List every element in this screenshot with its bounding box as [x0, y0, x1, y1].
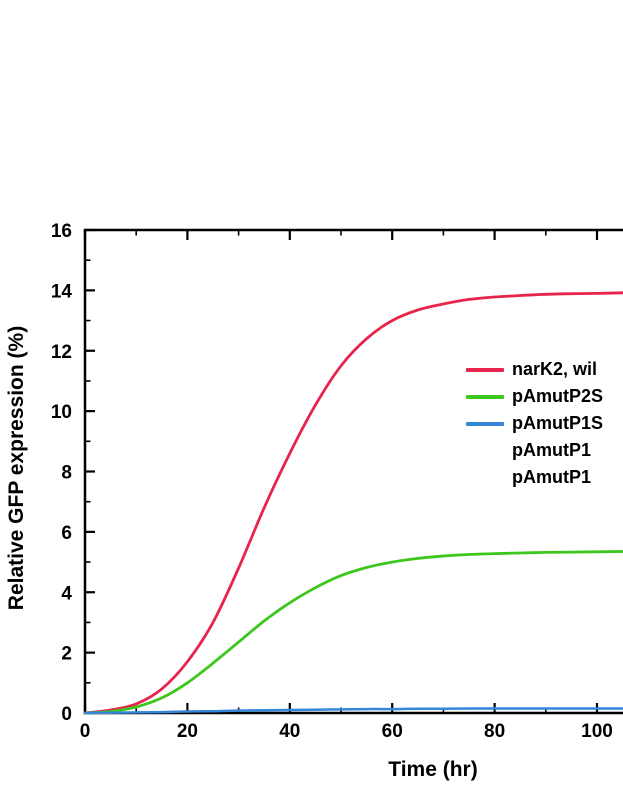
- legend-entry: pAmutP1: [466, 464, 623, 491]
- legend-swatch-empty: [466, 476, 504, 480]
- y-tick-label: 12: [51, 342, 72, 363]
- legend-label: pAmutP1: [512, 440, 592, 460]
- legend-label: pAmutP1S: [512, 413, 604, 433]
- y-axis-label: Relative GFP expression (%): [5, 325, 28, 611]
- legend-entry: pAmutP1: [466, 437, 623, 464]
- x-tick-label: 80: [484, 721, 505, 742]
- legend-swatch: [466, 367, 504, 372]
- legend-label: narK2, wil: [512, 359, 598, 379]
- legend-label: pAmutP2S: [512, 386, 604, 406]
- y-tick-label: 16: [51, 221, 72, 242]
- y-tick-label: 2: [61, 644, 72, 665]
- y-tick-label: 6: [61, 523, 72, 544]
- legend: narK2, wil pAmutP2S pAmutP1S pAmutP1 pAmutP1: [466, 356, 623, 491]
- x-tick-label: 100: [581, 721, 613, 742]
- series-line-1: [83, 550, 623, 715]
- y-tick-label: 8: [61, 463, 72, 484]
- y-tick-label: 14: [51, 281, 73, 302]
- legend-swatch: [466, 421, 504, 426]
- legend-entry: narK2, wil: [466, 356, 623, 383]
- x-tick-label: 60: [382, 721, 403, 742]
- y-tick-label: 4: [61, 583, 72, 604]
- series-line-0: [83, 291, 623, 715]
- x-tick-label: 20: [177, 721, 198, 742]
- y-tick-label: 0: [61, 704, 72, 725]
- legend-entry: pAmutP1S: [466, 410, 623, 437]
- legend-swatch: [466, 394, 504, 399]
- x-tick-label: 40: [279, 721, 300, 742]
- legend-swatch-empty: [466, 449, 504, 453]
- x-tick-label: 0: [80, 721, 91, 742]
- legend-entry: pAmutP2S: [466, 383, 623, 410]
- legend-label: pAmutP1: [512, 467, 592, 487]
- y-tick-label: 10: [51, 402, 72, 423]
- series-line-2: [83, 707, 623, 715]
- x-axis-label: Time (hr): [388, 758, 478, 781]
